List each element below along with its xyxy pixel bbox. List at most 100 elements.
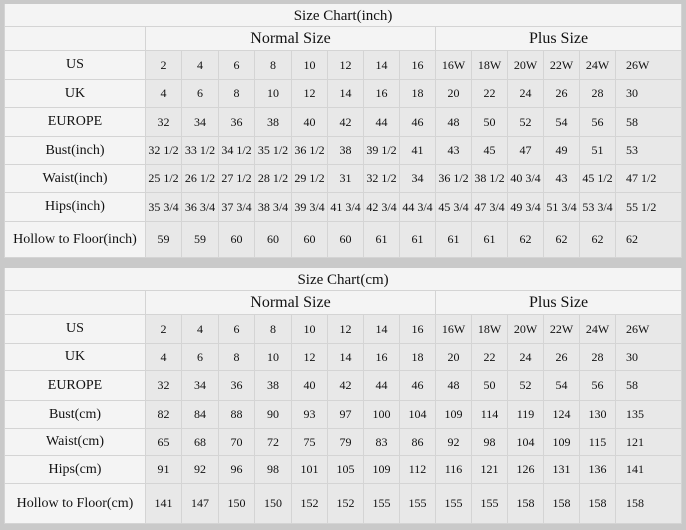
value-cell: 36 (218, 107, 255, 137)
value-cell: 4 (181, 314, 219, 344)
value-cell: 61 (399, 221, 436, 258)
value-cell: 38 (327, 136, 364, 165)
value-cell: 68 (181, 428, 219, 456)
value-cell: 44 (363, 370, 400, 401)
value-cell: 93 (291, 400, 328, 429)
size-chart-inch: Size Chart(inch) Normal Size Plus Size US 2 4… (3, 4, 683, 258)
value-cell: 27 1/2 (218, 164, 255, 193)
size-table: Size Chart(inch) Normal Size Plus Size US 2 4… (3, 4, 683, 258)
value-cell: 88 (218, 400, 255, 429)
value-cell: 22W (543, 50, 580, 80)
value-cell: 72 (254, 428, 292, 456)
chart-title: Size Chart(inch) (3, 4, 683, 27)
value-cell: 44 (363, 107, 400, 137)
value-cell: 115 (579, 428, 616, 456)
value-cell: 51 3/4 (543, 192, 580, 222)
value-cell: 16W (435, 314, 472, 344)
value-cell: 47 1/2 (614, 164, 683, 193)
value-cell: 28 (579, 343, 616, 371)
chart-title: Size Chart(cm) (3, 268, 683, 291)
value-cell: 14 (327, 343, 364, 371)
value-cell: 53 (614, 136, 683, 165)
corner-cell (4, 290, 146, 315)
value-cell: 52 (507, 370, 544, 401)
value-cell: 50 (471, 107, 508, 137)
value-cell: 155 (399, 483, 436, 524)
value-cell: 30 (614, 79, 683, 108)
row-label: EUROPE (4, 107, 146, 137)
value-cell: 51 (579, 136, 616, 165)
value-cell: 26 (543, 79, 580, 108)
value-cell: 34 (181, 107, 219, 137)
value-cell: 42 (327, 370, 364, 401)
value-cell: 84 (181, 400, 219, 429)
value-cell: 18W (471, 50, 508, 80)
value-cell: 92 (435, 428, 472, 456)
value-cell: 6 (181, 79, 219, 108)
value-cell: 126 (507, 455, 544, 484)
value-cell: 6 (181, 343, 219, 371)
value-cell: 50 (471, 370, 508, 401)
value-cell: 24W (579, 50, 616, 80)
value-cell: 39 3/4 (291, 192, 328, 222)
row-label: UK (4, 343, 146, 371)
table-row: Hollow to Floor(inch) 59 59 60 60 60 60 61 61 61 6… (4, 221, 683, 258)
value-cell: 35 1/2 (254, 136, 292, 165)
value-cell: 109 (435, 400, 472, 429)
value-cell: 97 (327, 400, 364, 429)
section-header-row: Normal Size Plus Size (4, 290, 683, 315)
value-cell: 8 (254, 314, 292, 344)
value-cell: 47 (507, 136, 544, 165)
value-cell: 43 (435, 136, 472, 165)
value-cell: 152 (327, 483, 364, 524)
value-cell: 82 (145, 400, 182, 429)
value-cell: 62 (579, 221, 616, 258)
value-cell: 10 (291, 50, 328, 80)
value-cell: 121 (471, 455, 508, 484)
value-cell: 158 (579, 483, 616, 524)
value-cell: 155 (363, 483, 400, 524)
table-row: Waist(inch) 25 1/2 26 1/2 27 1/2 28 1/2 29 1/… (4, 164, 683, 193)
value-cell: 90 (254, 400, 292, 429)
row-label: Bust(inch) (4, 136, 146, 165)
value-cell: 116 (435, 455, 472, 484)
value-cell: 61 (471, 221, 508, 258)
value-cell: 46 (399, 370, 436, 401)
table-row: Bust(cm) 82 84 88 90 93 97 100 104 109 114 119 124 13… (4, 400, 683, 429)
value-cell: 22W (543, 314, 580, 344)
table-row: EUROPE 32 34 36 38 40 42 44 46 48 50 52 54 56 58 (4, 370, 683, 401)
value-cell: 158 (507, 483, 544, 524)
value-cell: 18W (471, 314, 508, 344)
value-cell: 36 3/4 (181, 192, 219, 222)
value-cell: 34 (181, 370, 219, 401)
value-cell: 56 (579, 107, 616, 137)
value-cell: 20W (507, 314, 544, 344)
value-cell: 29 1/2 (291, 164, 328, 193)
value-cell: 32 (145, 370, 182, 401)
value-cell: 58 (614, 370, 683, 401)
value-cell: 24 (507, 343, 544, 371)
value-cell: 54 (543, 107, 580, 137)
value-cell: 24W (579, 314, 616, 344)
row-label: US (4, 314, 146, 344)
value-cell: 119 (507, 400, 544, 429)
value-cell: 4 (145, 343, 182, 371)
value-cell: 60 (218, 221, 255, 258)
value-cell: 60 (291, 221, 328, 258)
value-cell: 45 1/2 (579, 164, 616, 193)
value-cell: 58 (614, 107, 683, 137)
table-row: Waist(cm) 65 68 70 72 75 79 83 86 92 98 104 109 115 12… (4, 428, 683, 456)
value-cell: 38 (254, 370, 292, 401)
value-cell: 33 1/2 (181, 136, 219, 165)
value-cell: 39 1/2 (363, 136, 400, 165)
value-cell: 34 (399, 164, 436, 193)
table-row: UK 4 6 8 10 12 14 16 18 20 22 24 26 28 30 (4, 79, 683, 108)
value-cell: 152 (291, 483, 328, 524)
value-cell: 155 (435, 483, 472, 524)
value-cell: 47 3/4 (471, 192, 508, 222)
value-cell: 36 1/2 (435, 164, 472, 193)
table-row: Hollow to Floor(cm) 141 147 150 150 152 152 155… (4, 483, 683, 524)
value-cell: 26 (543, 343, 580, 371)
value-cell: 40 (291, 107, 328, 137)
value-cell: 20 (435, 79, 472, 108)
